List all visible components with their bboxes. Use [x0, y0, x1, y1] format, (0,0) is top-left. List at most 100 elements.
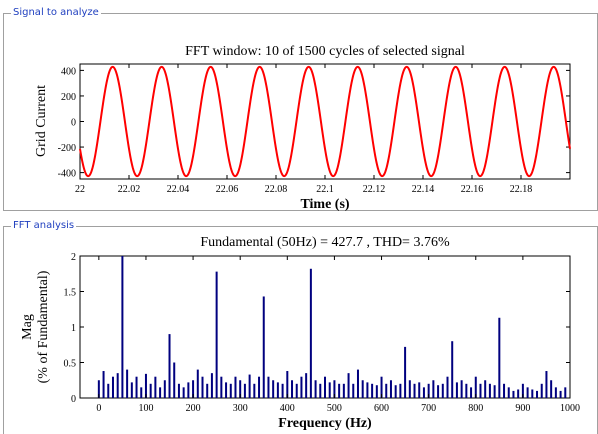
signal-y-tick-label: -200 [58, 143, 76, 154]
signal-x-tick-label: 22 [75, 184, 85, 195]
fft-y-ticks: 0 0.5 1 1.5 2 [64, 252, 570, 405]
fft-x-tick-label: 200 [186, 403, 201, 414]
fft-bar [140, 387, 143, 398]
fft-bar [187, 382, 190, 398]
fft-bar [371, 383, 374, 398]
fft-bar [111, 376, 114, 398]
signal-x-tick-label: 22.16 [461, 184, 484, 195]
fft-bar [286, 371, 289, 398]
fft-x-tick-label: 900 [515, 403, 530, 414]
fft-bar [484, 380, 487, 398]
signal-x-tick-label: 22.1 [316, 184, 334, 195]
fft-bar [144, 373, 147, 398]
signal-x-tick-label: 22.14 [412, 184, 435, 195]
signal-x-tick-label: 22.12 [363, 184, 386, 195]
fft-bar [545, 371, 548, 398]
fft-bar [422, 387, 425, 398]
fft-bar [135, 376, 138, 398]
signal-x-tick-label: 22.06 [216, 184, 239, 195]
fft-bar [408, 380, 411, 398]
fft-bar [116, 373, 119, 398]
fft-bar [559, 390, 562, 398]
fft-bar [267, 376, 270, 398]
fft-bar [291, 380, 294, 398]
signal-chart: FFT window: 10 of 1500 cycles of selecte… [34, 44, 571, 212]
fft-y-tick-label: 2 [71, 252, 76, 263]
fft-bar [130, 382, 133, 398]
signal-x-ticks: 22 22.02 22.04 22.06 22.08 22.1 22.12 22.14 22.1… [75, 64, 532, 195]
fft-bar [474, 376, 477, 398]
fft-bar [385, 383, 388, 398]
signal-y-tick-label: 400 [61, 66, 76, 77]
fft-bar [168, 334, 171, 398]
fft-bar [210, 373, 213, 398]
fft-bar [394, 385, 397, 398]
fft-x-axis-label: Frequency (Hz) [278, 416, 372, 431]
fft-bar [281, 383, 284, 398]
fft-bar [201, 376, 204, 398]
fft-bar [154, 376, 157, 398]
fft-bars [97, 256, 567, 398]
fft-x-tick-label: 400 [280, 403, 295, 414]
fft-bar [399, 383, 402, 398]
fft-bar [324, 376, 326, 398]
fft-bar [470, 387, 473, 398]
fft-bar [342, 383, 345, 398]
signal-x-tick-label: 22.02 [118, 184, 141, 195]
fft-bar [107, 383, 110, 398]
fft-bar [465, 383, 468, 398]
fft-bar [455, 382, 458, 398]
fft-x-tick-label: 500 [327, 403, 342, 414]
signal-x-tick-label: 22.08 [265, 184, 288, 195]
fft-bar [243, 383, 246, 398]
fft-bar [498, 317, 501, 398]
fft-bar [352, 383, 355, 398]
fft-bar [305, 373, 308, 398]
fft-bar [427, 383, 430, 398]
fft-bar [126, 369, 129, 398]
fft-bar [328, 382, 331, 398]
fft-bar [163, 380, 166, 398]
fft-panel-legend: FFT analysis [11, 220, 77, 232]
fft-y-tick-label: 0 [71, 394, 76, 405]
fft-bar [347, 373, 350, 398]
signal-y-tick-label: 0 [71, 118, 76, 129]
signal-x-tick-label: 22.18 [510, 184, 533, 195]
fft-bar [488, 383, 491, 398]
fft-y-axis-label: Mag (% of Fundamental) [20, 270, 51, 383]
fft-bar [389, 380, 392, 398]
fft-bar [460, 380, 463, 398]
fft-bar [248, 374, 251, 398]
fft-bar [380, 376, 383, 398]
fft-plot-frame [79, 255, 571, 399]
fft-bar [507, 387, 510, 398]
signal-panel-legend: Signal to analyze [11, 7, 101, 19]
fft-bar [215, 271, 218, 398]
signal-x-axis-label: Time (s) [300, 197, 349, 212]
signal-series-line [79, 65, 571, 178]
fft-x-tick-label: 800 [468, 403, 483, 414]
fft-bar [102, 371, 105, 398]
fft-bar [276, 382, 279, 398]
fft-bar [177, 383, 180, 398]
fft-x-ticks: 0 100 200 300 400 500 600 700 800 900 1000 [96, 256, 580, 414]
fft-bar [121, 256, 124, 398]
signal-chart-title: FFT window: 10 of 1500 cycles of selecte… [185, 44, 465, 59]
fft-bar [564, 387, 567, 398]
fft-bar [225, 382, 228, 398]
signal-plot-frame [79, 63, 571, 180]
fft-x-tick-label: 1000 [560, 403, 580, 414]
fft-bar [253, 383, 256, 398]
fft-bar [404, 346, 407, 398]
fft-y-axis-label-line2: (% of Fundamental) [36, 270, 51, 383]
fft-bar [493, 385, 496, 398]
fft-bar [503, 383, 506, 398]
fft-bar [173, 362, 176, 398]
fft-y-tick-label: 1.5 [64, 288, 77, 299]
fft-bar [446, 376, 449, 398]
fft-bar [536, 390, 539, 398]
fft-bar [319, 383, 322, 398]
fft-bar [182, 387, 185, 398]
fft-y-tick-label: 1 [71, 323, 76, 334]
fft-bar [517, 389, 520, 398]
